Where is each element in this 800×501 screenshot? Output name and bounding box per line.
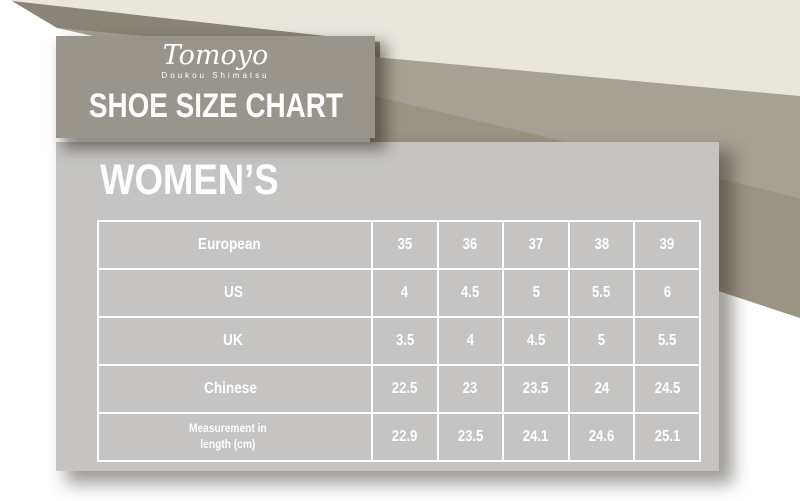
womens-size-panel: WOMEN’S European 35 36 37 38 39 US 4 4.5… — [56, 142, 719, 471]
table-cell: 25.1 — [633, 412, 701, 462]
table-cell: 22.5 — [371, 364, 439, 414]
table-cell: 24.1 — [502, 412, 570, 462]
table-row-uk: UK 3.5 4 4.5 5 5.5 — [97, 316, 701, 366]
table-cell: 4 — [436, 316, 505, 366]
section-title: WOMEN’S — [100, 158, 310, 202]
row-label: European — [97, 220, 373, 270]
table-row-measurement: Measurement in length (cm) 22.9 23.5 24.… — [97, 412, 701, 462]
table-cell: 36 — [436, 220, 505, 270]
table-cell: 39 — [633, 220, 701, 270]
table-cell: 22.9 — [371, 412, 439, 462]
table-cell: 24.6 — [567, 412, 636, 462]
table-cell: 35 — [371, 220, 439, 270]
brand-tagline: Doukou Shimatsu — [161, 71, 270, 80]
table-cell: 6 — [633, 268, 701, 318]
row-label: US — [97, 268, 373, 318]
table-cell: 23.5 — [502, 364, 570, 414]
table-cell: 5.5 — [567, 268, 636, 318]
table-cell: 5 — [502, 268, 570, 318]
table-cell: 4.5 — [502, 316, 570, 366]
page-title-text: SHOE SIZE CHART — [88, 87, 343, 125]
row-label: UK — [97, 316, 373, 366]
brand-logo: Tomoyo — [162, 40, 269, 71]
table-cell: 24.5 — [633, 364, 701, 414]
section-title-text: WOMEN’S — [100, 156, 279, 204]
size-table: European 35 36 37 38 39 US 4 4.5 5 5.5 6… — [97, 220, 701, 462]
table-cell: 5 — [567, 316, 636, 366]
row-label: Measurement in length (cm) — [97, 412, 373, 462]
header-panel: Tomoyo Doukou Shimatsu SHOE SIZE CHART — [56, 36, 375, 138]
table-cell: 3.5 — [371, 316, 439, 366]
table-cell: 23 — [436, 364, 505, 414]
page-title: SHOE SIZE CHART — [56, 89, 375, 123]
table-cell: 4.5 — [436, 268, 505, 318]
table-cell: 24 — [567, 364, 636, 414]
table-cell: 4 — [371, 268, 439, 318]
table-cell: 23.5 — [436, 412, 505, 462]
table-cell: 37 — [502, 220, 570, 270]
row-label: Chinese — [97, 364, 373, 414]
table-row-us: US 4 4.5 5 5.5 6 — [97, 268, 701, 318]
table-row-chinese: Chinese 22.5 23 23.5 24 24.5 — [97, 364, 701, 414]
table-row-european: European 35 36 37 38 39 — [97, 220, 701, 270]
table-cell: 38 — [567, 220, 636, 270]
table-cell: 5.5 — [633, 316, 701, 366]
